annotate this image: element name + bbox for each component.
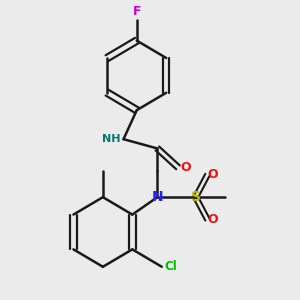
- Text: Cl: Cl: [164, 260, 177, 273]
- Text: F: F: [133, 5, 141, 18]
- Text: S: S: [190, 190, 201, 204]
- Text: O: O: [207, 168, 218, 181]
- Text: NH: NH: [102, 134, 121, 144]
- Text: O: O: [207, 213, 218, 226]
- Text: O: O: [180, 161, 190, 174]
- Text: N: N: [152, 190, 163, 204]
